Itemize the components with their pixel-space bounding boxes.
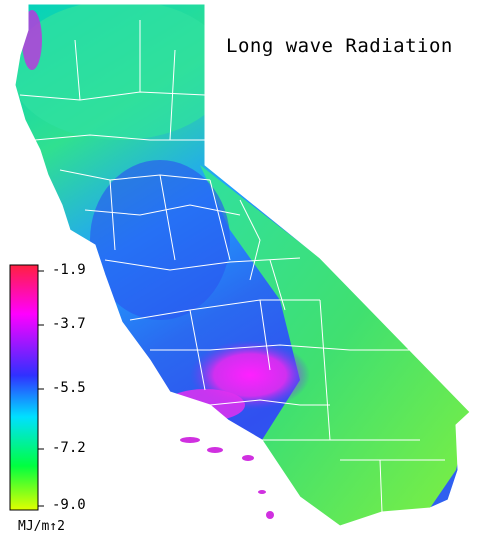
channel-islands — [180, 437, 274, 519]
colorbar-tick-label: -9.0 — [52, 497, 86, 513]
colorbar-tick-label: -3.7 — [52, 316, 86, 332]
county-boundaries — [14, 3, 471, 527]
colorbar-tick-label: -5.5 — [52, 380, 86, 396]
colorbar-ticks — [38, 270, 44, 507]
colorbar — [9, 264, 39, 511]
colorbar-unit-label: MJ/m↑2 — [18, 519, 65, 534]
map-title: Long wave Radiation — [226, 35, 453, 57]
colorbar-tick-label: -7.2 — [52, 440, 86, 456]
colorbar-tick-label: -1.9 — [52, 262, 86, 278]
